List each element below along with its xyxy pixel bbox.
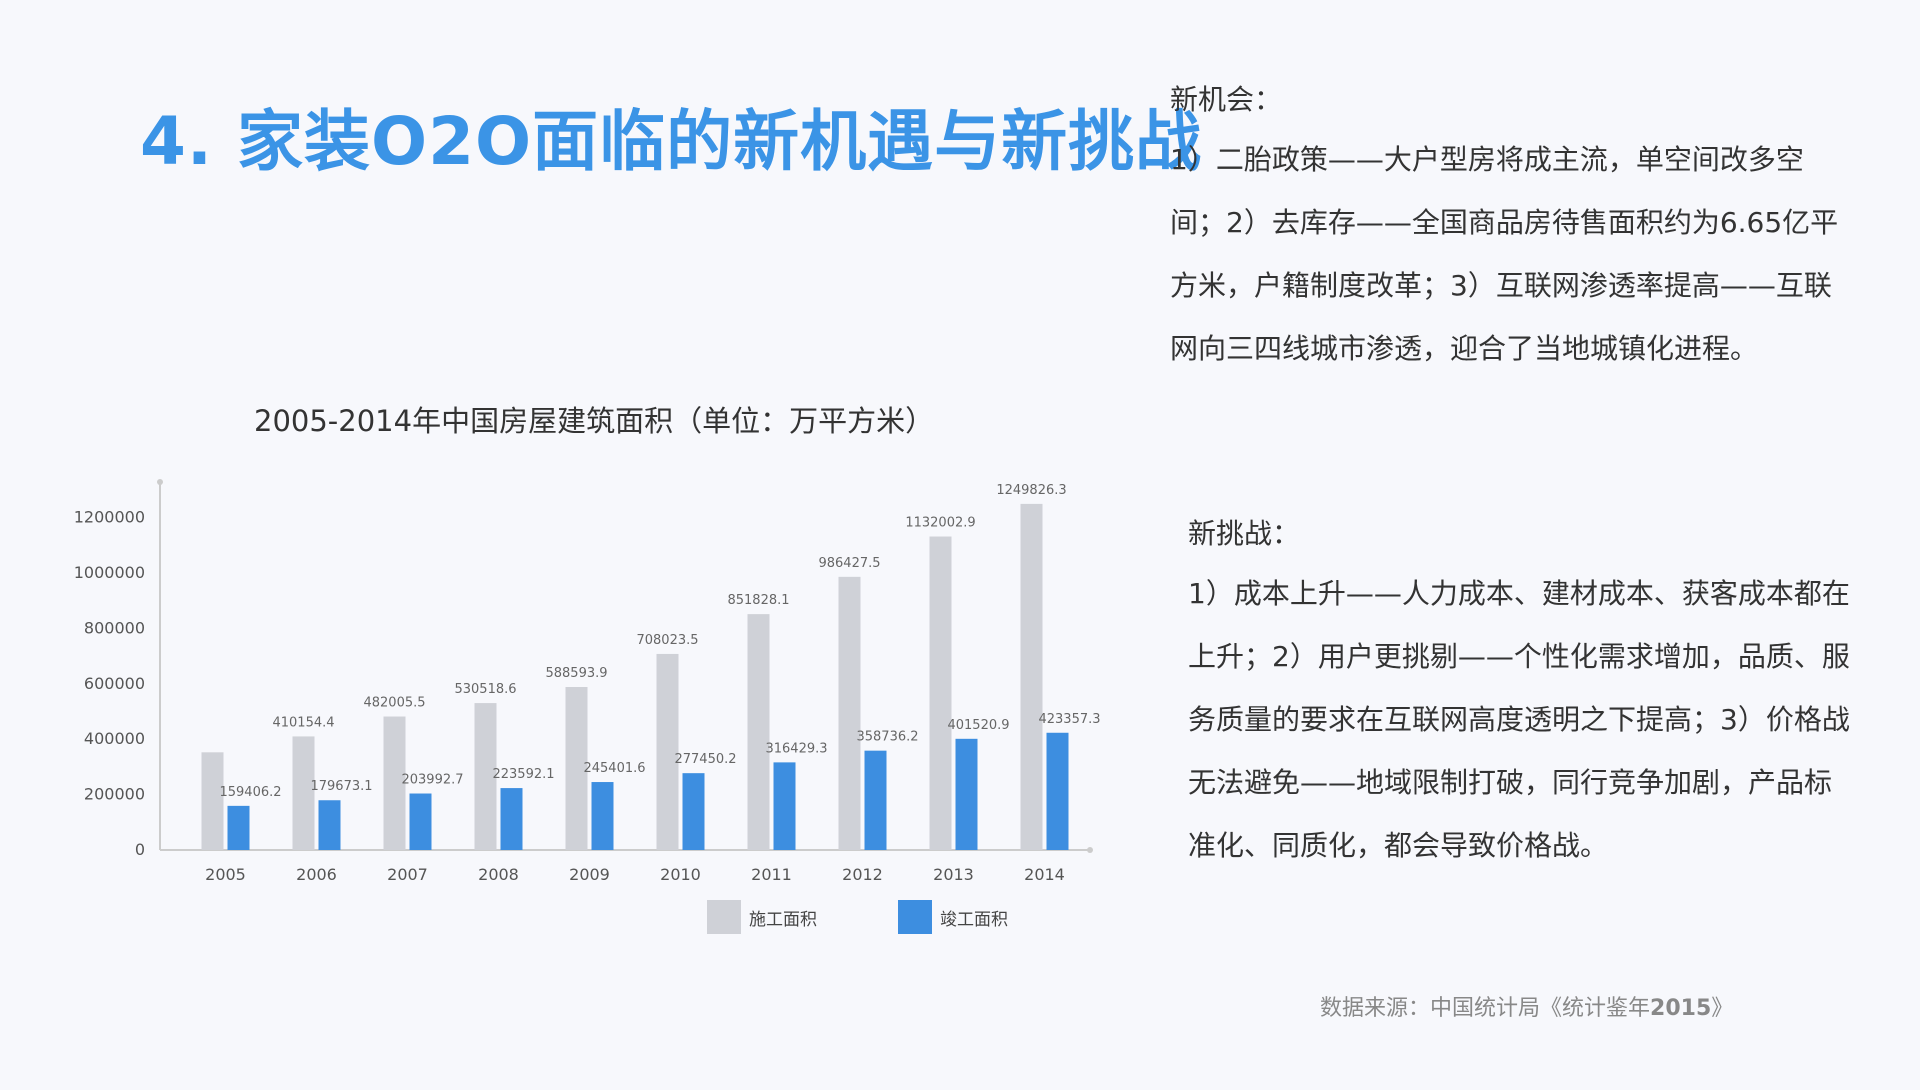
y-tick-label: 1000000 bbox=[74, 563, 145, 582]
chart-svg: 0 200000 400000 600000 800000 1000000 1200000 1… bbox=[74, 479, 1101, 884]
x-tick-label: 2005 bbox=[205, 865, 246, 884]
completed-bar bbox=[591, 782, 614, 850]
completed-data-label: 358736.2 bbox=[856, 730, 918, 745]
construction-data-label: 1132002.9 bbox=[905, 516, 975, 531]
x-tick-label: 2006 bbox=[296, 865, 337, 884]
completed-bar bbox=[864, 750, 887, 850]
construction-bar bbox=[656, 653, 679, 850]
completed-data-label: 159406.2 bbox=[219, 785, 281, 800]
y-tick-label: 0 bbox=[135, 840, 145, 859]
legend-item-construction: 施工面积 bbox=[707, 900, 817, 934]
construction-data-label: 588593.9 bbox=[545, 666, 607, 681]
construction-bar bbox=[565, 687, 588, 850]
completed-bar bbox=[227, 805, 250, 850]
legend-item-completed: 竣工面积 bbox=[898, 900, 1008, 934]
challenge-text: 1）成本上升——人力成本、建材成本、获客成本都在上升；2）用户更挑剔——个性化需… bbox=[1188, 577, 1850, 862]
y-tick-label: 1200000 bbox=[74, 508, 145, 527]
construction-data-label: 482005.5 bbox=[363, 696, 425, 711]
completed-bar bbox=[955, 738, 978, 850]
x-tick-label: 2009 bbox=[569, 865, 610, 884]
completed-data-label: 223592.1 bbox=[492, 767, 554, 782]
construction-bar bbox=[201, 752, 224, 850]
x-tick-label: 2013 bbox=[933, 865, 974, 884]
completed-data-label: 423357.3 bbox=[1038, 712, 1100, 727]
construction-data-label: 986427.5 bbox=[818, 556, 880, 571]
completed-bar bbox=[409, 793, 432, 850]
completed-data-label: 245401.6 bbox=[583, 761, 645, 776]
legend-swatch-construction bbox=[707, 900, 741, 934]
x-tick-label: 2007 bbox=[387, 865, 428, 884]
x-tick-label: 2012 bbox=[842, 865, 883, 884]
legend-label-construction: 施工面积 bbox=[749, 909, 817, 930]
opportunity-heading: 新机会： bbox=[1170, 83, 1283, 116]
x-tick-label: 2008 bbox=[478, 865, 519, 884]
completed-bar bbox=[318, 800, 341, 850]
data-source-prefix: 数据来源：中国统计局《统计鉴年 bbox=[1320, 996, 1651, 1021]
completed-data-label: 203992.7 bbox=[401, 773, 463, 788]
completed-data-label: 277450.2 bbox=[674, 752, 736, 767]
x-tick-label: 2014 bbox=[1024, 865, 1065, 884]
y-tick-label: 200000 bbox=[84, 785, 145, 804]
slide-title: 4. 家装O2O面临的新机遇与新挑战 bbox=[140, 103, 1203, 180]
legend-label-completed: 竣工面积 bbox=[940, 909, 1008, 930]
construction-data-label: 410154.4 bbox=[272, 715, 334, 730]
challenge-heading: 新挑战： bbox=[1188, 517, 1301, 550]
construction-bar bbox=[929, 536, 952, 850]
completed-data-label: 401520.9 bbox=[947, 718, 1009, 733]
completed-bar bbox=[1046, 732, 1069, 850]
chart-title: 2005-2014年中国房屋建筑面积（单位：万平方米） bbox=[254, 404, 935, 438]
bar-chart: 0 200000 400000 600000 800000 1000000 1200000 1… bbox=[60, 470, 1110, 940]
construction-data-label: 851828.1 bbox=[727, 593, 789, 608]
completed-data-label: 179673.1 bbox=[310, 779, 372, 794]
completed-data-label: 316429.3 bbox=[765, 741, 827, 756]
x-tick-label: 2011 bbox=[751, 865, 792, 884]
construction-bar bbox=[747, 614, 770, 850]
y-tick-label: 800000 bbox=[84, 618, 145, 637]
opportunity-text: 1）二胎政策——大户型房将成主流，单空间改多空间；2）去库存——全国商品房待售面… bbox=[1170, 143, 1839, 365]
construction-bar bbox=[292, 736, 315, 850]
completed-bar bbox=[773, 762, 796, 850]
data-source: 数据来源：中国统计局《统计鉴年2015》 bbox=[1320, 990, 1733, 1022]
construction-bar bbox=[474, 703, 497, 850]
construction-bar bbox=[838, 576, 861, 850]
construction-data-label: 1249826.3 bbox=[996, 483, 1066, 498]
completed-bar bbox=[682, 773, 705, 850]
y-axis-cap bbox=[157, 479, 163, 485]
x-axis-cap bbox=[1087, 847, 1093, 853]
construction-data-label: 530518.6 bbox=[454, 682, 516, 697]
y-tick-label: 400000 bbox=[84, 729, 145, 748]
x-tick-label: 2010 bbox=[660, 865, 701, 884]
y-tick-label: 600000 bbox=[84, 674, 145, 693]
completed-bar bbox=[500, 788, 523, 850]
construction-bar bbox=[1020, 503, 1043, 850]
data-source-year: 2015 bbox=[1650, 996, 1712, 1021]
construction-data-label: 708023.5 bbox=[636, 633, 698, 648]
data-source-suffix: 》 bbox=[1711, 996, 1734, 1021]
construction-bar bbox=[383, 716, 406, 850]
legend-swatch-completed bbox=[898, 900, 932, 934]
